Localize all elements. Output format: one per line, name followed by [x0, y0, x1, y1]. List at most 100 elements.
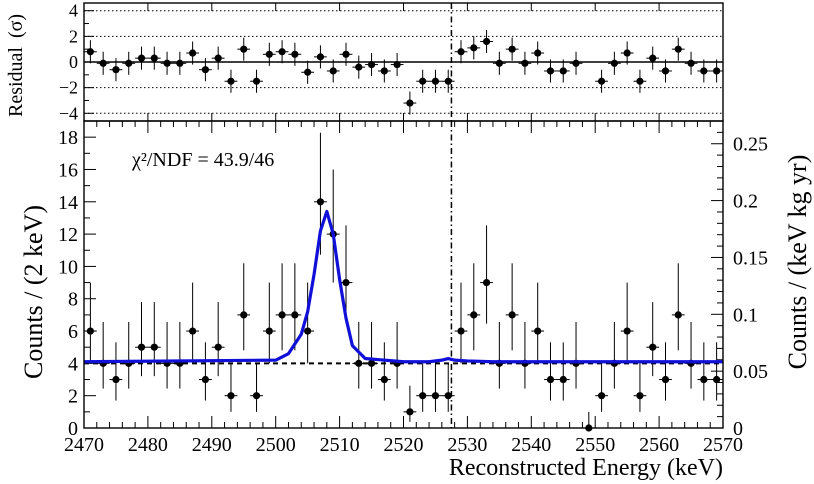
residual-point [99, 59, 107, 67]
data-point [265, 327, 273, 335]
residual-point [291, 50, 299, 58]
y-tick-label: 14 [58, 192, 78, 214]
residual-point [278, 48, 286, 56]
residual-point [597, 77, 606, 85]
data-point [342, 278, 350, 287]
data-point [419, 392, 427, 400]
x-tick-label: 2550 [575, 434, 615, 456]
x-tick-label: 2500 [256, 434, 296, 456]
residual-point [329, 67, 337, 75]
residual-point [470, 44, 478, 52]
signal-fit-line [83, 209, 723, 364]
residual-point [176, 59, 184, 67]
data-point [252, 392, 261, 400]
y-tick-label: 16 [58, 159, 78, 181]
residual-point [214, 54, 222, 62]
y-tick-label: 12 [58, 224, 78, 246]
x-tick-label: 2510 [320, 434, 360, 456]
spectrum-panel: 2470 2480 2490 2500 2510 2520 2530 2540 2550 2560… [58, 120, 768, 456]
y2-tick-label: 0.2 [733, 191, 758, 213]
y2-tick-label: 0.1 [733, 304, 758, 326]
x-tick-label: 2570 [703, 434, 743, 456]
data-point [367, 359, 376, 367]
data-point [201, 375, 210, 384]
data-point [278, 311, 286, 319]
residual-point [419, 77, 427, 85]
data-point [227, 392, 235, 400]
data-point [214, 343, 222, 351]
residual-point [508, 45, 516, 53]
residual-point [265, 50, 273, 58]
spectrum-frame [83, 120, 724, 429]
y2-tick-label: 0.25 [733, 134, 768, 156]
data-point [291, 311, 299, 319]
residual-point [687, 59, 695, 67]
residual-y-tick-label: 0 [69, 52, 78, 72]
residual-point [189, 49, 197, 57]
residual-point [316, 53, 325, 61]
data-point [546, 375, 555, 384]
data-point [240, 311, 248, 319]
residual-point [559, 67, 567, 75]
data-point [597, 392, 606, 400]
residual-point [227, 77, 235, 85]
residual-point [431, 77, 440, 85]
data-point [316, 198, 325, 206]
data-point [189, 327, 197, 335]
residual-point [86, 48, 94, 56]
data-point [713, 375, 721, 384]
residual-point [406, 99, 414, 107]
data-point [649, 343, 657, 351]
residual-point [201, 66, 210, 74]
residual-point [546, 67, 555, 75]
residual-point [482, 37, 491, 46]
x-tick-label: 2480 [128, 434, 168, 456]
data-point [661, 375, 670, 384]
y2-tick-label: 0.05 [733, 361, 768, 383]
data-point [304, 327, 312, 335]
y2-axis-label: Counts / (keV kg yr) [783, 155, 812, 370]
x-tick-label: 2470 [64, 434, 104, 456]
data-point [86, 327, 94, 335]
y-tick-label: 8 [68, 289, 78, 311]
data-point [534, 327, 542, 335]
residual-point [393, 60, 401, 69]
x-tick-label: 2540 [511, 434, 551, 456]
residual-point [342, 50, 350, 58]
residual-point [240, 45, 248, 53]
y-tick-label: 10 [58, 256, 78, 278]
y2-tick-label: 0 [733, 418, 743, 440]
residual-point [636, 77, 644, 85]
residual-point [534, 49, 542, 57]
residual-point [649, 54, 657, 62]
residual-point [125, 59, 133, 67]
residual-y-tick-label: 2 [69, 26, 78, 46]
residual-point [623, 49, 631, 57]
residual-point [661, 67, 670, 75]
residual-panel: 4 2 0 −2 −4 [59, 1, 724, 123]
residual-point [521, 59, 529, 67]
residual-point [367, 60, 376, 69]
y-tick-label: 2 [68, 386, 78, 408]
data-point [380, 375, 388, 384]
residual-y-tick-label: −4 [59, 103, 78, 123]
residual-point [700, 67, 708, 75]
chi2-annotation: χ²/NDF = 43.9/46 [131, 149, 274, 171]
y2-tick-label: 0.15 [733, 247, 768, 269]
residual-point [380, 67, 388, 75]
y-tick-label: 6 [68, 321, 78, 343]
data-point [482, 278, 491, 287]
residual-point [444, 77, 452, 85]
data-point [559, 375, 567, 384]
data-point [470, 311, 478, 319]
data-point [508, 311, 516, 319]
residual-point [495, 59, 503, 67]
data-point [112, 375, 120, 384]
data-point [636, 392, 644, 400]
residual-point [137, 54, 146, 62]
residual-y-tick-label: −2 [59, 78, 78, 98]
residual-point [150, 54, 158, 62]
y-tick-label: 0 [68, 418, 78, 440]
data-point [674, 311, 682, 319]
residual-point [304, 68, 312, 76]
